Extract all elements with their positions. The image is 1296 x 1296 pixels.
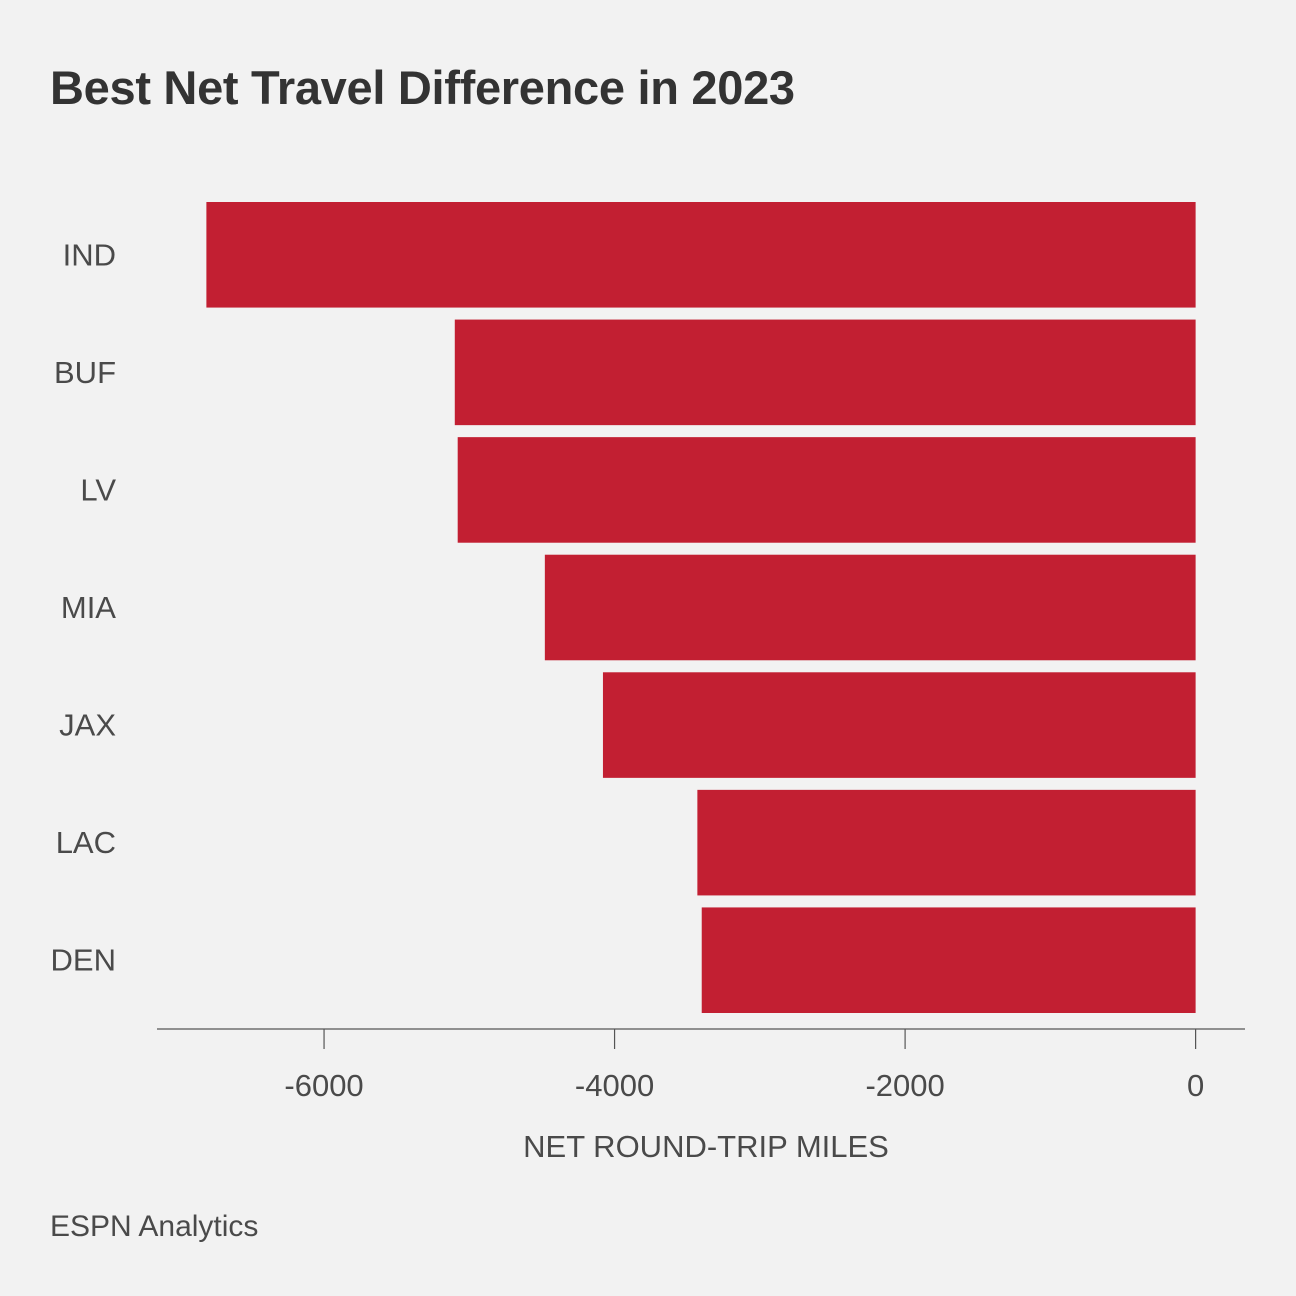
x-axis-ticks: -6000 -4000 -2000 0 — [284, 1029, 1204, 1103]
y-tick-label-ind: IND — [63, 237, 116, 272]
bar-buf — [454, 319, 1196, 426]
x-tick-label: -4000 — [575, 1068, 654, 1103]
x-tick-label: -6000 — [284, 1068, 363, 1103]
y-tick-label-jax: JAX — [59, 708, 116, 743]
y-tick-label-lv: LV — [80, 472, 116, 507]
bar-den — [701, 907, 1196, 1013]
chart-title: Best Net Travel Difference in 2023 — [50, 61, 795, 114]
source-credit: ESPN Analytics — [50, 1210, 259, 1243]
x-axis-title: NET ROUND-TRIP MILES — [523, 1129, 889, 1164]
bar-mia — [544, 554, 1196, 661]
x-tick-label: 0 — [1187, 1068, 1204, 1103]
y-tick-label-lac: LAC — [56, 825, 116, 860]
bar-ind — [206, 202, 1196, 308]
y-tick-label-buf: BUF — [54, 355, 116, 390]
y-tick-label-den: DEN — [51, 943, 116, 978]
bar-lac — [697, 789, 1196, 896]
x-tick-label: -2000 — [865, 1068, 944, 1103]
y-tick-label-mia: MIA — [61, 590, 116, 625]
bars-group — [206, 202, 1196, 1013]
y-axis-labels: IND BUF LV MIA JAX LAC DEN — [51, 237, 117, 977]
bar-lv — [457, 437, 1196, 543]
bar-jax — [602, 672, 1196, 778]
